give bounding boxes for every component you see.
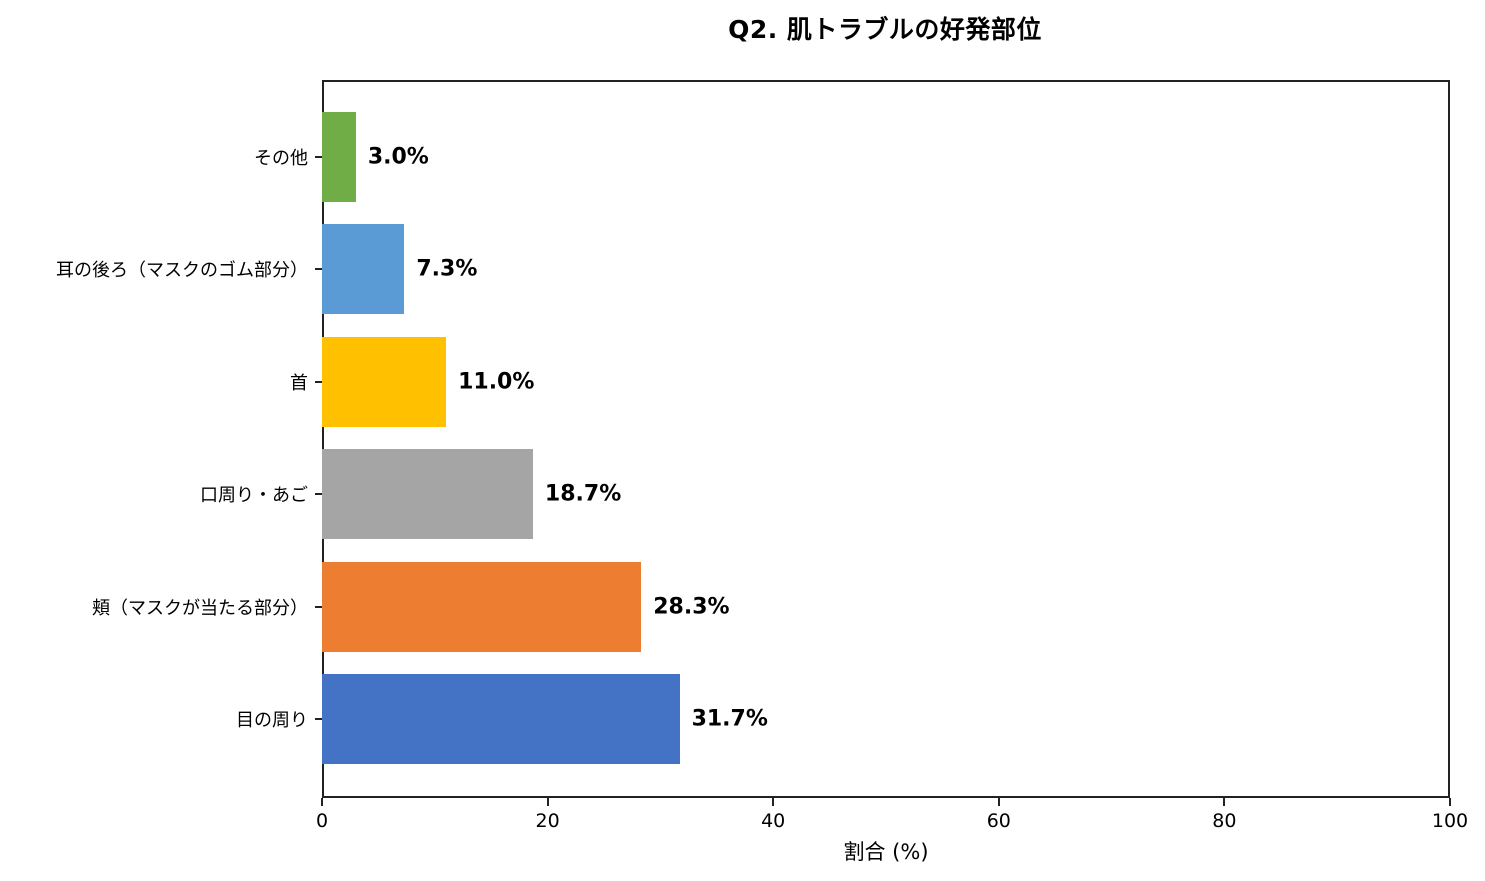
bar-value-label: 18.7% [544,481,622,507]
y-tick-label: 首 [290,373,308,394]
x-tick [997,798,1000,806]
chart-title: Q2. 肌トラブルの好発部位 [728,15,1042,44]
x-tick [546,798,549,806]
x-tick [321,798,323,806]
bar-value-label: 7.3% [416,256,478,282]
x-tick-label: 100 [1431,810,1469,832]
x-tick-label: 0 [315,810,329,832]
x-tick [1223,798,1226,806]
bar [322,674,680,764]
y-tick-label: 耳の後ろ（マスクのゴム部分） [56,260,308,281]
bar [322,224,405,314]
x-tick-label: 80 [1212,810,1237,832]
y-tick-label: 目の周り [236,710,308,731]
bar [322,562,642,652]
x-tick-label: 60 [986,810,1011,832]
x-tick-label: 20 [535,810,560,832]
plot-area [322,80,1450,798]
y-tick-label: その他 [254,148,308,169]
y-tick [315,606,322,608]
bar-value-label: 3.0% [367,144,429,170]
x-tick-label: 40 [761,810,786,832]
x-tick [772,798,775,806]
x-tick [1449,798,1451,806]
y-tick [315,156,322,158]
y-tick [315,718,322,720]
bar [322,337,447,427]
bar-value-label: 31.7% [691,706,768,732]
bar-value-label: 28.3% [653,594,730,620]
y-tick-label: 頬（マスクが当たる部分） [92,598,308,619]
y-tick [315,381,322,383]
bar-value-label: 11.0% [458,369,535,395]
bar [322,449,533,539]
y-tick [315,268,322,270]
bar [322,112,356,202]
y-tick-label: 口周り・あご [200,485,308,506]
x-axis-title: 割合 (%) [843,840,929,864]
y-tick [315,493,322,495]
